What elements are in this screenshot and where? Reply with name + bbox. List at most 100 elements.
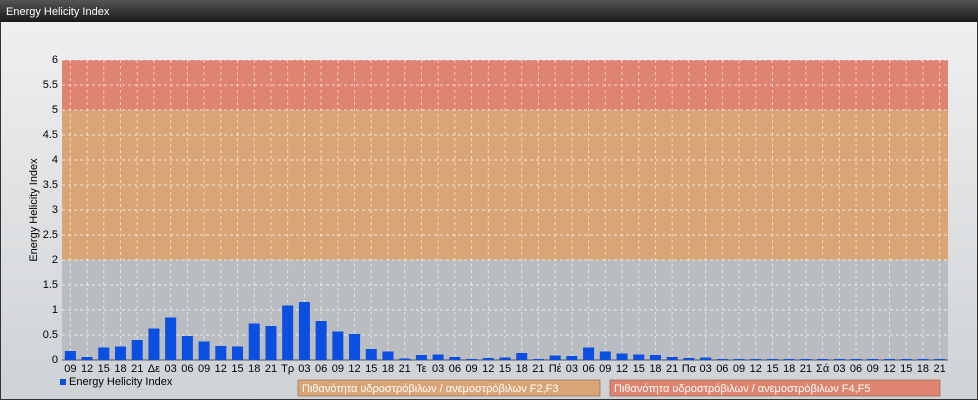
bar <box>165 317 177 360</box>
y-tick-label: 6 <box>52 54 58 66</box>
bar <box>265 326 277 360</box>
x-tick-label: Πα <box>682 363 697 375</box>
x-tick-label: 18 <box>114 363 126 375</box>
bar <box>733 359 745 360</box>
x-tick-label: 09 <box>599 363 611 375</box>
bar <box>900 359 912 360</box>
x-tick-label: 18 <box>248 363 260 375</box>
x-tick-label: 09 <box>332 363 344 375</box>
bar <box>282 305 294 360</box>
bar <box>934 359 946 360</box>
bar <box>466 359 478 360</box>
x-tick-label: 15 <box>499 363 511 375</box>
bar <box>215 346 227 360</box>
bar <box>716 359 728 360</box>
x-tick-label: 09 <box>867 363 879 375</box>
bar <box>666 357 678 360</box>
x-tick-label: 06 <box>716 363 728 375</box>
bar <box>131 340 143 360</box>
y-tick-label: 5.5 <box>43 79 58 91</box>
bar <box>917 359 929 360</box>
bar <box>850 359 862 360</box>
bar <box>783 359 795 360</box>
x-tick-label: 21 <box>532 363 544 375</box>
window-title: Energy Helicity Index <box>6 6 110 18</box>
y-axis-label: Energy Helicity Index <box>28 158 40 262</box>
x-tick-label: 15 <box>231 363 243 375</box>
x-tick-label: 12 <box>883 363 895 375</box>
bar <box>232 346 244 360</box>
x-tick-label: 03 <box>833 363 845 375</box>
band-legend-box <box>609 379 941 397</box>
bar <box>616 353 628 360</box>
x-tick-label: 18 <box>917 363 929 375</box>
bar <box>315 321 327 360</box>
x-tick-label: 21 <box>399 363 411 375</box>
bar <box>649 355 661 360</box>
bar <box>114 346 127 360</box>
x-tick-label: 18 <box>516 363 528 375</box>
x-tick-label: 15 <box>633 363 645 375</box>
x-tick-label: 06 <box>449 363 461 375</box>
bar <box>633 354 645 360</box>
y-tick-label: 1.5 <box>43 279 58 291</box>
x-tick-label: Πέ <box>549 363 562 375</box>
y-tick-label: 0.5 <box>43 329 58 341</box>
x-tick-label: 03 <box>699 363 711 375</box>
x-tick-label: 09 <box>465 363 477 375</box>
x-tick-label: Τρ <box>281 363 294 375</box>
x-tick-label: 21 <box>131 363 143 375</box>
x-tick-label: Δε <box>148 363 160 375</box>
y-tick-label: 5 <box>52 104 58 116</box>
x-tick-label: 06 <box>850 363 862 375</box>
x-tick-label: 09 <box>198 363 210 375</box>
bar <box>248 323 260 360</box>
bar <box>64 351 76 360</box>
bar <box>198 341 210 360</box>
x-tick-label: 09 <box>64 363 76 375</box>
bar <box>415 355 427 360</box>
bar <box>349 334 361 360</box>
legend-swatch <box>60 379 66 385</box>
x-tick-label: 21 <box>800 363 812 375</box>
bar <box>700 357 712 360</box>
x-tick-label: 03 <box>298 363 310 375</box>
bar <box>549 355 561 360</box>
title-bar <box>0 0 978 22</box>
bar <box>683 358 695 360</box>
bar <box>332 331 344 360</box>
x-tick-label: 12 <box>750 363 762 375</box>
bar <box>98 347 110 360</box>
x-tick-label: Τε <box>416 363 427 375</box>
bar <box>800 359 812 360</box>
bar <box>566 356 578 360</box>
x-tick-label: Σά <box>816 363 830 375</box>
x-tick-label: 03 <box>432 363 444 375</box>
y-tick-label: 4 <box>52 154 58 166</box>
x-tick-label: 06 <box>315 363 327 375</box>
x-tick-label: 06 <box>582 363 594 375</box>
x-tick-label: 21 <box>934 363 946 375</box>
x-tick-label: 18 <box>783 363 795 375</box>
x-tick-label: 12 <box>616 363 628 375</box>
x-tick-label: 09 <box>733 363 745 375</box>
y-tick-label: 4.5 <box>43 129 58 141</box>
x-tick-label: 03 <box>165 363 177 375</box>
bar <box>750 359 762 360</box>
x-tick-label: 12 <box>348 363 360 375</box>
band-legend-box <box>297 379 601 397</box>
x-tick-label: 03 <box>566 363 578 375</box>
bar <box>81 357 93 360</box>
x-tick-label: 18 <box>649 363 661 375</box>
y-tick-label: 3 <box>52 204 58 216</box>
x-tick-label: 12 <box>215 363 227 375</box>
bar <box>766 359 778 360</box>
y-tick-label: 3.5 <box>43 179 58 191</box>
band-legend-label: Πιθανότητα υδροστρόβιλων / ανεμοστρόβιλω… <box>614 383 871 395</box>
bar <box>883 359 896 360</box>
bar <box>817 359 829 360</box>
bar <box>532 359 544 360</box>
legend-label: Energy Helicity Index <box>69 376 173 388</box>
